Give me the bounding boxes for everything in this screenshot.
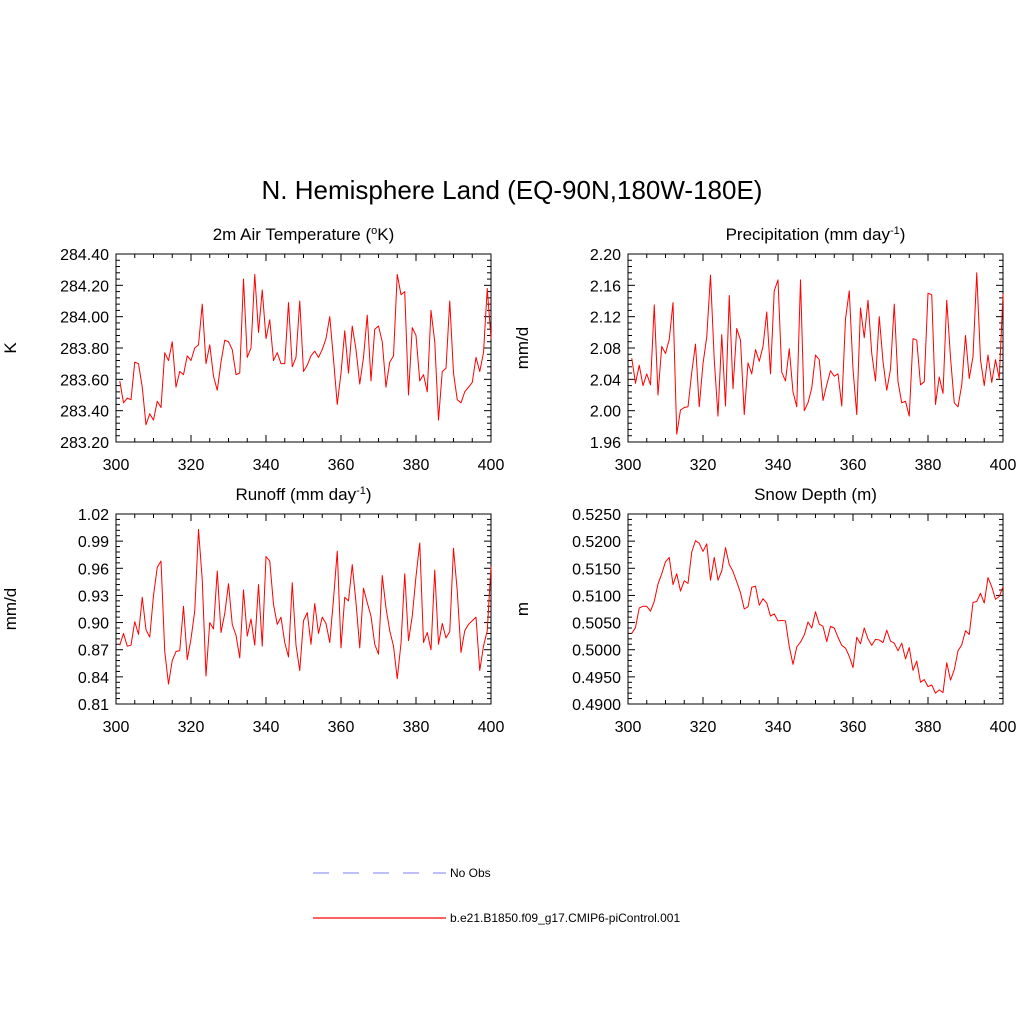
x-tick-label: 320 — [690, 457, 717, 474]
x-tick-label: 400 — [478, 457, 505, 474]
x-tick-label: 360 — [328, 719, 355, 736]
plot-frame — [627, 513, 1004, 705]
y-tick-label: 0.90 — [78, 616, 109, 633]
y-tick-label: 0.81 — [78, 697, 109, 714]
y-tick-label: 283.40 — [60, 404, 109, 421]
y-tick-label: 0.99 — [78, 534, 109, 551]
x-tick-label: 340 — [765, 457, 792, 474]
x-tick-label: 340 — [253, 719, 280, 736]
x-tick-label: 400 — [478, 719, 505, 736]
y-axis-label: m — [513, 602, 532, 616]
legend-label-model-run: b.e21.B1850.f09_g17.CMIP6-piControl.001 — [450, 911, 680, 925]
x-tick-label: 320 — [178, 719, 205, 736]
series-line — [119, 273, 492, 426]
y-tick-label: 0.84 — [78, 670, 109, 687]
x-tick-label: 360 — [328, 457, 355, 474]
panel-snow-depth: 300 320 340 360 380 400 0.4900 0.4950 0.5000 0.50… — [513, 485, 1016, 736]
x-tick-label: 320 — [690, 719, 717, 736]
x-tick-label: 300 — [103, 457, 130, 474]
y-tick-label: 0.5000 — [572, 643, 621, 660]
y-tick-label: 284.00 — [60, 310, 109, 327]
x-tick-label: 400 — [990, 457, 1017, 474]
panel-title-suffix: ) — [900, 225, 906, 244]
panel-title-main: Snow Depth (m) — [754, 485, 877, 504]
y-tick-label: 0.5200 — [572, 534, 621, 551]
x-tick-label: 400 — [990, 719, 1017, 736]
panel-title: Snow Depth (m) — [754, 485, 877, 504]
x-tick-label: 380 — [915, 719, 942, 736]
y-tick-label: 2.08 — [590, 341, 621, 358]
series-line — [631, 272, 1004, 435]
x-tick-label: 380 — [403, 457, 430, 474]
panel-title-superscript: o — [371, 225, 377, 237]
panel-title-superscript: -1 — [890, 225, 900, 237]
y-tick-label: 0.5100 — [572, 588, 621, 605]
main-title: N. Hemisphere Land (EQ-90N,180W-180E) — [262, 175, 763, 205]
panel-title: Precipitation (mm day-1) — [726, 225, 906, 244]
x-tick-label: 300 — [103, 719, 130, 736]
plot-frame — [627, 253, 1004, 443]
plot-frame — [115, 513, 492, 705]
panel-title-suffix: K) — [377, 225, 394, 244]
x-tick-label: 340 — [253, 457, 280, 474]
y-tick-label: 284.20 — [60, 278, 109, 295]
y-tick-label: 0.87 — [78, 643, 109, 660]
series-line — [631, 540, 1004, 694]
y-tick-label: 2.04 — [590, 372, 621, 389]
y-tick-label: 0.96 — [78, 561, 109, 578]
y-tick-label: 2.20 — [590, 247, 621, 264]
y-tick-label: 2.16 — [590, 278, 621, 295]
panel-title: Runoff (mm day-1) — [235, 485, 371, 504]
y-tick-label: 1.96 — [590, 435, 621, 452]
y-tick-label: 0.93 — [78, 588, 109, 605]
y-tick-label: 2.12 — [590, 310, 621, 327]
y-axis-label: mm/d — [513, 327, 532, 370]
panel-title-main: Precipitation (mm day — [726, 225, 891, 244]
x-tick-label: 300 — [615, 719, 642, 736]
x-tick-label: 380 — [915, 457, 942, 474]
y-axis-label: mm/d — [1, 588, 20, 631]
x-tick-label: 360 — [840, 719, 867, 736]
panel-title-superscript: -1 — [356, 485, 366, 497]
panel-title-suffix: ) — [366, 485, 372, 504]
panel-title: 2m Air Temperature (oK) — [213, 225, 395, 244]
x-tick-label: 380 — [403, 719, 430, 736]
x-tick-label: 320 — [178, 457, 205, 474]
panel-air-temperature: 300 320 340 360 380 400 283.20 283.40 283.60 283.… — [1, 225, 504, 474]
y-tick-label: 0.5050 — [572, 616, 621, 633]
y-tick-label: 0.5150 — [572, 561, 621, 578]
y-tick-label: 283.60 — [60, 372, 109, 389]
series-line — [119, 528, 492, 685]
x-tick-label: 340 — [765, 719, 792, 736]
panel-precipitation: 300 320 340 360 380 400 1.96 2.00 2.04 2.08 2.12 2.… — [513, 225, 1016, 474]
panel-runoff: 300 320 340 360 380 400 0.81 0.84 0.87 0.90 0.93 0.… — [1, 485, 504, 736]
y-tick-label: 283.80 — [60, 341, 109, 358]
y-tick-label: 0.4900 — [572, 697, 621, 714]
y-tick-label: 283.20 — [60, 435, 109, 452]
y-tick-label: 0.5250 — [572, 507, 621, 524]
y-tick-label: 1.02 — [78, 507, 109, 524]
y-tick-label: 2.00 — [590, 404, 621, 421]
x-tick-label: 300 — [615, 457, 642, 474]
x-tick-label: 360 — [840, 457, 867, 474]
y-tick-label: 284.40 — [60, 247, 109, 264]
y-axis-label: K — [1, 342, 20, 354]
legend: No Obs b.e21.B1850.f09_g17.CMIP6-piContr… — [313, 866, 680, 925]
panel-title-main: Runoff (mm day — [235, 485, 356, 504]
panel-title-main: 2m Air Temperature ( — [213, 225, 372, 244]
legend-label-no-obs: No Obs — [450, 866, 491, 880]
y-tick-label: 0.4950 — [572, 670, 621, 687]
